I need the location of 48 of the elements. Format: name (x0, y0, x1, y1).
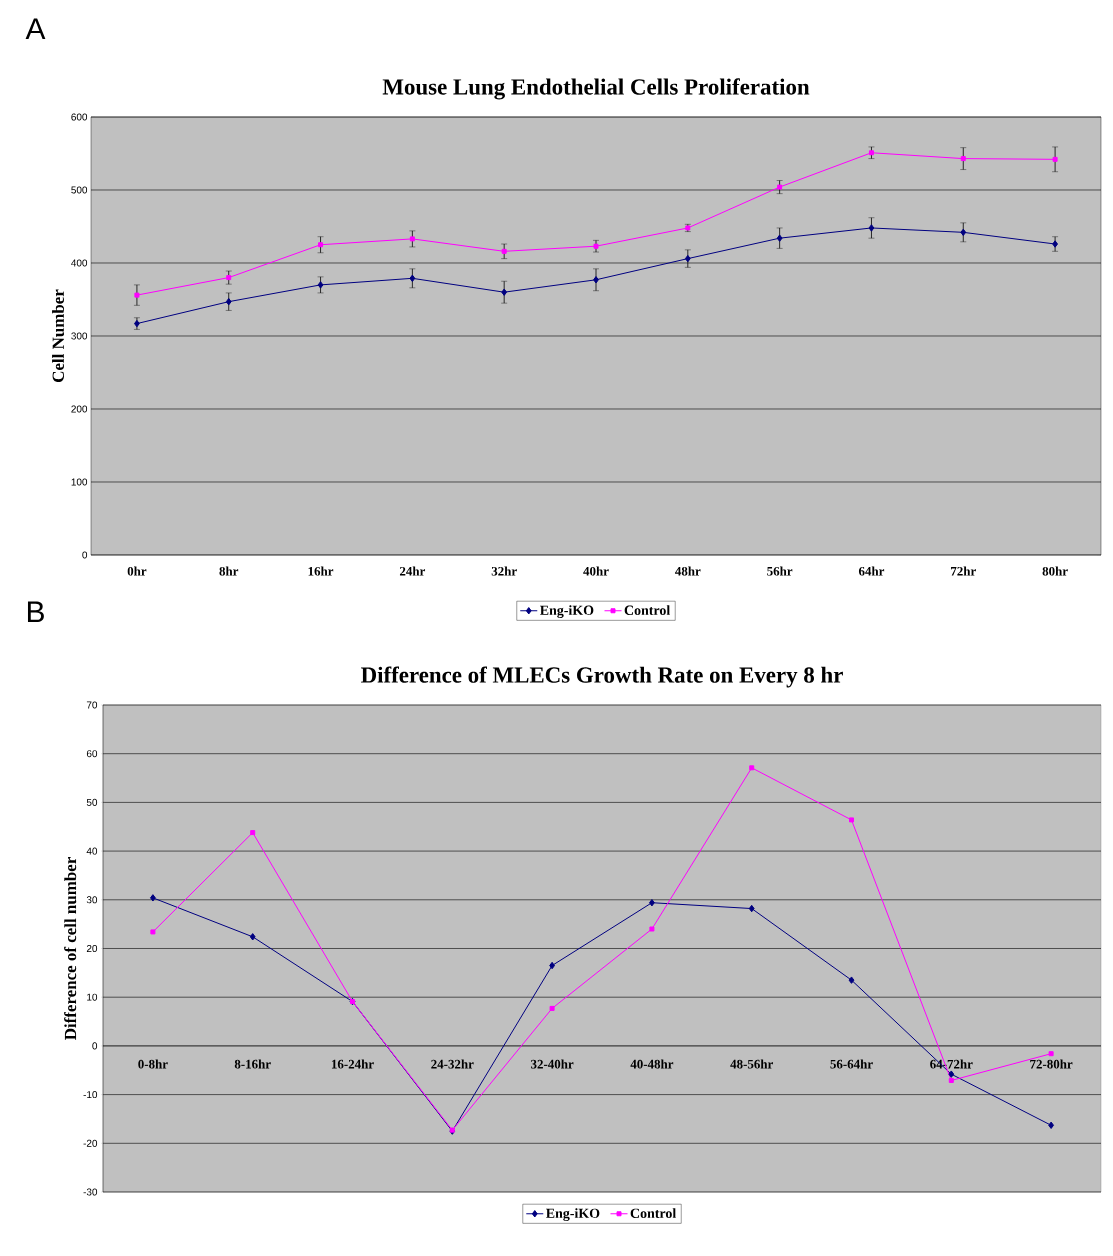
legend-label: Control (630, 1208, 677, 1218)
x-tick-label: 16hr (308, 566, 334, 576)
y-tick-label: 20 (86, 944, 98, 953)
x-tick-label: 0-8hr (138, 1059, 168, 1069)
x-tick-label: 24-32hr (431, 1059, 474, 1069)
x-tick-label: 0hr (127, 566, 147, 576)
y-tick-label: 200 (71, 405, 88, 413)
chart-title: Difference of MLECs Growth Rate on Every 8 hr (361, 666, 843, 688)
y-tick-label: 600 (71, 113, 88, 121)
x-tick-label: 72hr (951, 566, 976, 576)
x-tick-label: 48hr (675, 566, 701, 576)
y-tick-label: -30 (83, 1188, 98, 1196)
y-tick-label: 50 (86, 798, 98, 806)
x-tick-label: 80hr (1042, 566, 1068, 576)
x-tick-label: 32hr (491, 566, 517, 576)
text: B (27, 601, 44, 623)
y-tick-label: 60 (86, 750, 98, 758)
x-tick-label: 40hr (583, 566, 609, 576)
y-axis-title: Difference of cell number (64, 857, 77, 1040)
y-tick-label: 10 (87, 993, 98, 1001)
x-tick-label: 40-48hr (630, 1059, 674, 1069)
y-axis-title: Cell Number (52, 289, 65, 382)
x-tick-label: 8-16hr (234, 1059, 271, 1069)
y-tick-label: -20 (83, 1139, 98, 1147)
x-tick-label: 56hr (767, 566, 793, 576)
x-tick-label: 64hr (858, 566, 885, 576)
legend-label: Eng-iKO (546, 1208, 600, 1221)
x-tick-label: 72-80hr (1030, 1059, 1073, 1069)
y-tick-label: 500 (71, 186, 88, 194)
y-tick-label: 300 (71, 332, 88, 340)
y-tick-label: 100 (71, 478, 88, 486)
x-tick-label: 16-24hr (331, 1059, 374, 1069)
y-tick-label: 0 (82, 551, 88, 559)
chart-title: Mouse Lung Endothelial Cells Proliferation (382, 78, 810, 100)
y-tick-label: 30 (86, 896, 98, 904)
x-tick-label: 56-64hr (830, 1059, 873, 1069)
y-tick-label: 70 (86, 701, 98, 709)
text: A (25, 18, 46, 40)
y-tick-label: 400 (71, 259, 88, 267)
legend-label: Control (624, 605, 671, 615)
y-tick-label: 0 (92, 1042, 98, 1050)
y-tick-label: 40 (86, 847, 98, 855)
y-tick-label: -10 (83, 1091, 98, 1099)
x-tick-label: 24hr (399, 566, 426, 576)
x-tick-label: 48-56hr (730, 1059, 774, 1069)
x-tick-label: 32-40hr (531, 1059, 574, 1069)
legend-label: Eng-iKO (540, 605, 594, 618)
x-tick-label: 8hr (219, 566, 239, 576)
